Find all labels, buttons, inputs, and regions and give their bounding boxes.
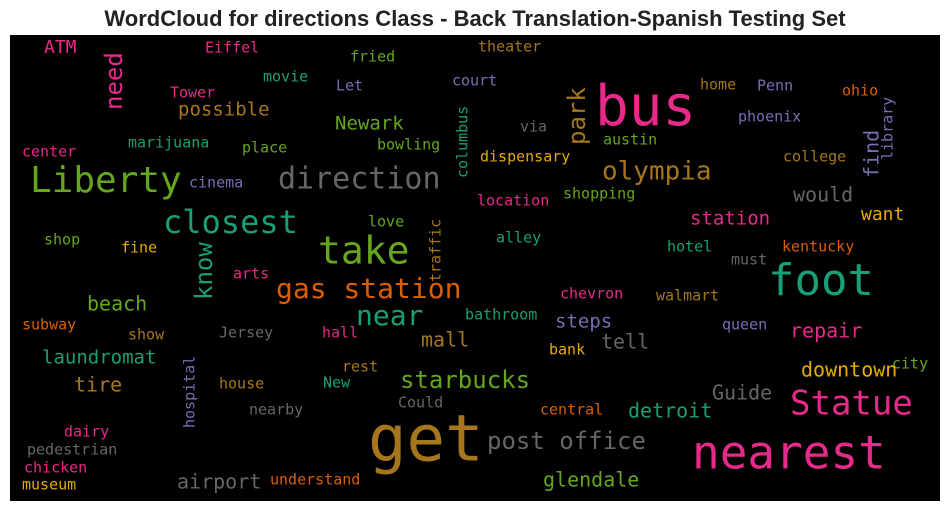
word: show — [128, 326, 165, 344]
word: airport — [177, 470, 261, 494]
word: chevron — [560, 285, 623, 303]
cloud-background — [10, 35, 940, 501]
word: alley — [496, 229, 541, 247]
word: columbus — [454, 106, 472, 178]
word: shop — [44, 231, 80, 249]
word: fine — [121, 239, 157, 257]
word: mall — [421, 328, 469, 352]
word: beach — [87, 292, 147, 316]
word: tire — [74, 373, 122, 397]
word: traffic — [427, 219, 445, 282]
word: park — [563, 87, 591, 145]
word: foot — [768, 255, 874, 306]
word: dispensary — [480, 148, 570, 166]
word: nearby — [249, 401, 303, 419]
word: fried — [350, 48, 395, 66]
word: court — [452, 72, 497, 90]
word: Liberty — [30, 160, 182, 201]
word: Statue — [790, 384, 913, 424]
word: Guide — [712, 381, 772, 405]
word: starbucks — [400, 366, 530, 394]
word: home — [700, 76, 736, 94]
word: arts — [233, 265, 269, 283]
word: find — [860, 130, 884, 178]
word: glendale — [543, 468, 639, 492]
word: dairy — [64, 423, 109, 441]
word: museum — [22, 476, 76, 494]
word: get — [368, 403, 484, 477]
word: hotel — [667, 238, 712, 256]
word: Penn — [757, 77, 793, 95]
word: Newark — [335, 113, 404, 135]
word: know — [190, 242, 218, 300]
word: rest — [342, 358, 378, 376]
word: movie — [263, 68, 308, 86]
word: would — [793, 183, 853, 207]
word: place — [242, 139, 287, 157]
word: house — [219, 375, 264, 393]
word: Could — [398, 394, 443, 412]
word: college — [783, 148, 846, 166]
word: ATM — [44, 37, 77, 58]
word: must — [731, 251, 767, 269]
word: Jersey — [219, 324, 273, 342]
word: phoenix — [738, 108, 801, 126]
word: New — [323, 374, 351, 392]
word: pedestrian — [27, 441, 117, 459]
word: love — [368, 213, 404, 231]
word: station — [690, 208, 770, 230]
word: repair — [790, 319, 862, 343]
word: shopping — [563, 185, 635, 203]
word: via — [520, 118, 547, 136]
word: chicken — [24, 459, 87, 477]
word: kentucky — [782, 238, 854, 256]
word: near — [356, 299, 423, 332]
word: austin — [603, 131, 657, 149]
word: bathroom — [465, 306, 537, 324]
word: gas station — [276, 272, 461, 305]
word: possible — [178, 99, 270, 121]
word: theater — [478, 38, 541, 56]
word: post office — [487, 427, 646, 455]
word: Let — [336, 77, 363, 95]
chart-title: WordCloud for directions Class - Back Tr… — [104, 6, 846, 31]
word: center — [22, 143, 76, 161]
word: direction — [278, 162, 441, 197]
word: hall — [322, 324, 358, 342]
word: walmart — [656, 287, 719, 305]
word: ohio — [842, 82, 878, 100]
word: understand — [270, 471, 360, 489]
word: cinema — [189, 174, 243, 192]
word: Eiffel — [205, 39, 259, 57]
word: laundromat — [42, 347, 156, 369]
word: take — [318, 229, 410, 273]
word: central — [540, 401, 603, 419]
word: hospital — [181, 356, 199, 428]
word: Tower — [170, 84, 215, 102]
word: bowling — [377, 136, 440, 154]
word: downtown — [801, 358, 897, 382]
word: nearest — [692, 426, 886, 480]
word: want — [861, 204, 904, 225]
word: closest — [163, 203, 298, 241]
word: marijuana — [128, 134, 209, 152]
word: location — [477, 192, 549, 210]
word: tell — [601, 330, 649, 354]
word: city — [892, 355, 928, 373]
word: olympia — [602, 157, 712, 187]
word: library — [879, 97, 897, 160]
word: need — [100, 52, 128, 110]
word: steps — [555, 311, 612, 333]
word: bank — [549, 341, 585, 359]
word: queen — [722, 316, 767, 334]
word: detroit — [628, 399, 712, 423]
word: subway — [22, 316, 76, 334]
word: bus — [595, 74, 696, 139]
